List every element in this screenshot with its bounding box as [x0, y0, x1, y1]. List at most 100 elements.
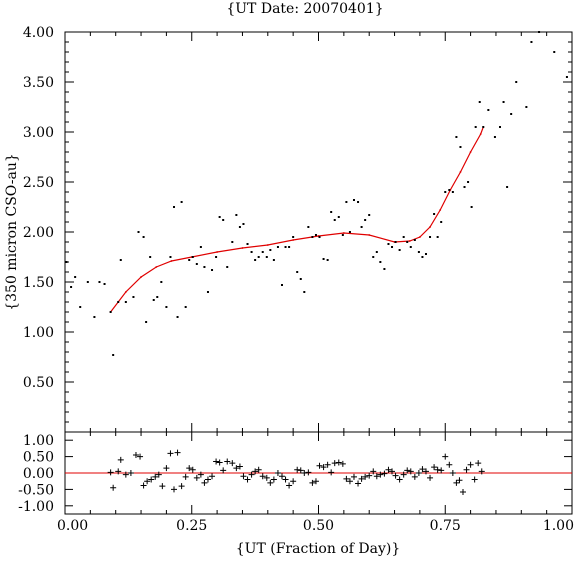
residual-point: [453, 479, 460, 486]
data-point: [79, 306, 82, 308]
residual-point: [290, 478, 297, 485]
data-point: [284, 246, 287, 248]
data-point: [345, 201, 348, 203]
fit-line-marker: [216, 251, 219, 253]
residual-point: [127, 470, 134, 476]
data-point: [510, 113, 513, 115]
data-point: [398, 249, 401, 251]
data-point: [459, 146, 462, 148]
data-point: [188, 259, 191, 261]
residual-point: [305, 469, 312, 476]
data-point: [215, 256, 218, 258]
residual-point: [213, 458, 220, 465]
data-point: [226, 266, 229, 268]
residual-y-tick-label: 0.50: [23, 450, 54, 466]
data-point: [406, 241, 409, 243]
residual-y-tick-label: 0.00: [23, 466, 54, 482]
data-point: [119, 259, 122, 261]
main-y-tick-label: 4.00: [23, 25, 54, 41]
residual-point: [328, 469, 335, 476]
residual-point: [366, 472, 373, 479]
residual-point: [385, 466, 392, 473]
residual-point: [456, 477, 463, 484]
main-y-axis-label: {350 micron CSO-au}: [4, 153, 20, 311]
x-tick-label: 0.25: [176, 518, 207, 534]
residual-y-tick-label: -1.00: [18, 499, 54, 515]
main-y-tick-label: 3.50: [23, 75, 54, 91]
residual-point: [320, 464, 327, 471]
data-point: [288, 246, 291, 248]
residual-point: [389, 468, 396, 475]
fit-line-marker: [342, 232, 345, 234]
residual-point: [278, 473, 285, 480]
data-point: [337, 216, 340, 218]
residual-point: [294, 466, 301, 473]
residual-point: [240, 473, 247, 480]
data-point: [463, 186, 466, 188]
data-point: [132, 296, 135, 298]
residual-y-tick-labels: -1.00-0.500.000.501.00: [18, 433, 54, 515]
residual-point: [193, 474, 200, 481]
data-point: [292, 236, 295, 238]
residual-data-points: [107, 449, 485, 496]
residual-point: [467, 461, 474, 468]
fit-line-marker: [266, 244, 269, 246]
data-point: [409, 246, 412, 248]
data-point: [235, 214, 238, 216]
chart-title: {UT Date: 20070401}: [226, 1, 383, 17]
fit-line-marker: [408, 240, 411, 242]
data-point: [169, 256, 172, 258]
data-point: [152, 299, 155, 301]
data-point: [307, 226, 310, 228]
residual-point: [174, 449, 181, 456]
residual-y-tick-label: -0.50: [18, 482, 54, 498]
data-point: [124, 301, 127, 303]
residual-point: [137, 453, 144, 460]
data-point: [421, 256, 424, 258]
residual-point: [309, 479, 316, 486]
data-point: [525, 106, 528, 108]
data-point: [368, 214, 371, 216]
data-point: [318, 236, 321, 238]
residual-point: [286, 482, 293, 489]
main-plot-frame: [64, 31, 573, 433]
residual-point: [171, 486, 178, 493]
main-y-tick-label: 1.50: [23, 275, 54, 291]
residual-point: [475, 460, 482, 467]
data-point: [372, 256, 375, 258]
residual-point: [267, 479, 274, 486]
residual-point: [415, 470, 422, 476]
fit-line-marker: [140, 276, 142, 278]
data-point: [311, 236, 314, 238]
fit-line-marker: [459, 171, 462, 173]
residual-point: [431, 464, 438, 471]
data-point: [467, 181, 470, 183]
fit-line-marker: [241, 247, 244, 249]
residual-point: [270, 476, 277, 483]
data-point: [482, 126, 485, 128]
data-point: [341, 234, 344, 236]
data-point: [117, 301, 120, 303]
residual-point: [209, 473, 216, 480]
data-point: [65, 261, 68, 263]
residual-point: [316, 462, 323, 469]
residual-point: [350, 473, 357, 480]
residual-point: [159, 483, 166, 490]
residual-point: [110, 484, 117, 491]
main-y-tick-label: 0.50: [23, 375, 54, 391]
main-data-points: [65, 31, 568, 356]
residual-point: [373, 473, 380, 480]
data-point: [112, 354, 115, 356]
data-point: [455, 136, 458, 138]
data-point: [499, 126, 502, 128]
fit-line-marker: [419, 236, 421, 238]
data-point: [176, 316, 179, 318]
residual-point: [312, 478, 319, 485]
residual-point: [216, 459, 223, 466]
main-axis-ticks: [64, 31, 573, 432]
residual-point: [471, 476, 478, 483]
residual-point: [229, 460, 236, 467]
residual-point: [152, 473, 159, 480]
residual-point: [167, 450, 174, 457]
